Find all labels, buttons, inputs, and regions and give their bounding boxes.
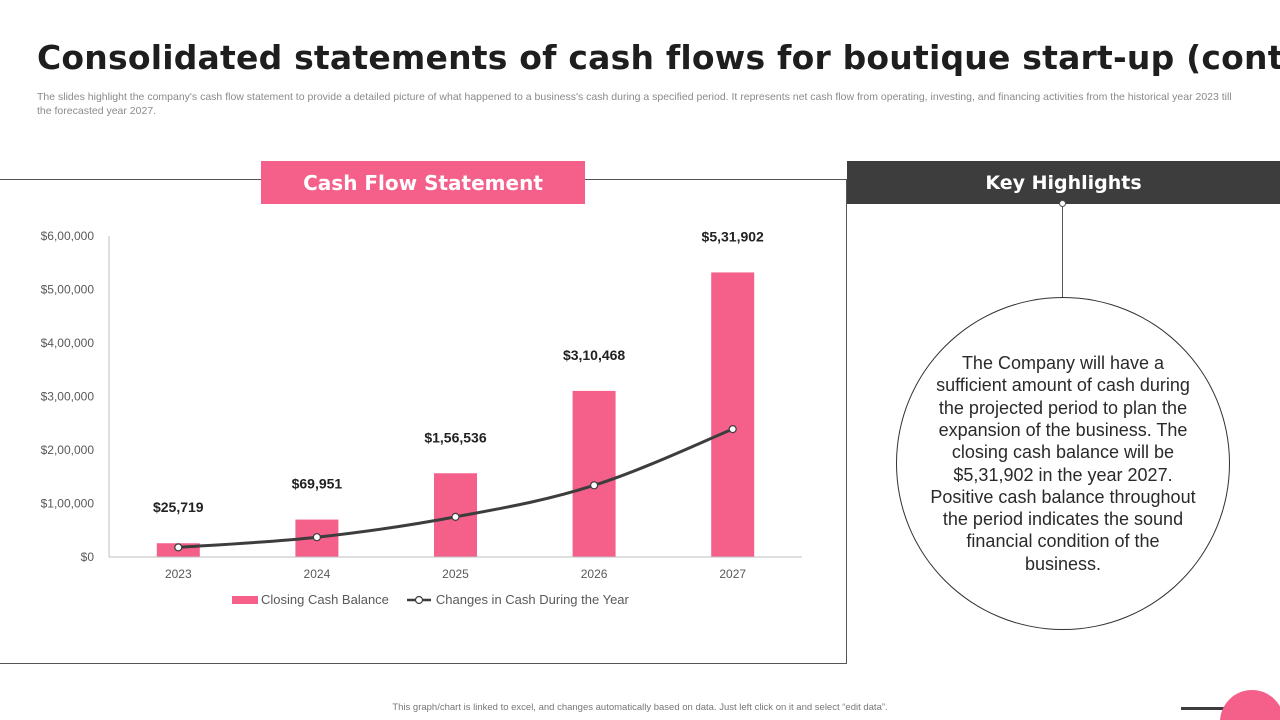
- key-highlights-circle: The Company will have a sufficient amoun…: [896, 297, 1230, 630]
- line-point: [589, 481, 599, 490]
- chart-banner: Cash Flow Statement: [261, 161, 585, 204]
- key-highlights-banner: Key Highlights: [847, 161, 1280, 204]
- x-tick-label: 2025: [442, 567, 469, 581]
- chart-frame-right-border: [846, 179, 847, 664]
- legend-swatch-line: [406, 595, 431, 604]
- footer-note: This graph/chart is linked to excel, and…: [392, 702, 888, 713]
- bar-data-label: $5,31,902: [702, 228, 764, 244]
- y-tick-label: $0: [81, 550, 95, 564]
- legend-swatch-bar: [232, 595, 258, 604]
- x-tick-label: 2026: [581, 567, 608, 581]
- y-tick-label: $5,00,000: [41, 283, 95, 297]
- line-series-changes-in-cash: [174, 425, 737, 552]
- y-tick-label: $6,00,000: [41, 229, 95, 243]
- x-axis: 2023 2024 2025 2026 2027: [109, 556, 802, 581]
- bar-data-label: $1,56,536: [424, 429, 486, 445]
- bar: [572, 390, 616, 557]
- key-highlights-connector-dot: [1059, 200, 1066, 207]
- line-point: [174, 543, 183, 552]
- bar: [711, 272, 755, 557]
- line-point: [451, 512, 460, 521]
- chart-frame-bottom-border: [0, 663, 847, 664]
- data-labels: $25,719 $69,951 $1,56,536 $3,10,468 $5,31,90…: [153, 228, 764, 515]
- bar-series-closing-cash-balance: [156, 272, 755, 557]
- chart-legend: Closing Cash Balance Changes in Cash Dur…: [232, 592, 645, 607]
- page-subtitle: The slides highlight the company's cash …: [37, 91, 1232, 117]
- legend-item-closing-cash-balance[interactable]: Closing Cash Balance: [232, 592, 389, 607]
- y-tick-label: $4,00,000: [41, 336, 95, 350]
- y-tick-label: $3,00,000: [41, 390, 95, 404]
- bar-data-label: $25,719: [153, 499, 204, 515]
- y-axis: $0 $1,00,000 $2,00,000 $3,00,000 $4,00,000 $5…: [41, 229, 110, 564]
- line-point: [728, 425, 737, 434]
- page-title: Consolidated statements of cash flows fo…: [37, 38, 1280, 77]
- decorative-circle: [1220, 690, 1280, 720]
- cash-flow-chart[interactable]: $0 $1,00,000 $2,00,000 $3,00,000 $4,00,000 $5…: [0, 205, 846, 625]
- key-highlights-connector: [1062, 204, 1063, 297]
- legend-item-changes-in-cash[interactable]: Changes in Cash During the Year: [405, 592, 629, 607]
- bar-data-label: $3,10,468: [563, 347, 625, 363]
- legend-label-changes-in-cash: Changes in Cash During the Year: [435, 592, 629, 607]
- y-tick-label: $2,00,000: [41, 443, 95, 457]
- key-highlights-text: The Company will have a sufficient amoun…: [930, 353, 1196, 574]
- line-point: [312, 533, 321, 542]
- x-tick-label: 2027: [719, 567, 746, 581]
- decorative-line: [1181, 707, 1237, 710]
- x-tick-label: 2023: [165, 567, 192, 581]
- y-tick-label: $1,00,000: [41, 497, 95, 511]
- legend-label-closing-cash-balance: Closing Cash Balance: [261, 592, 389, 607]
- x-tick-label: 2024: [304, 567, 331, 581]
- bar-data-label: $69,951: [292, 476, 343, 492]
